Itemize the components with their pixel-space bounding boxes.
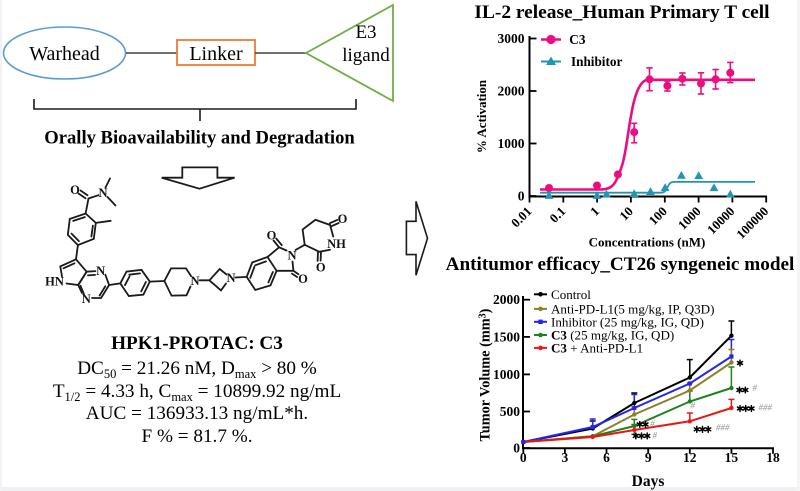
svg-text:Control: Control: [551, 287, 591, 302]
svg-text:#: #: [691, 401, 696, 411]
svg-text:12: 12: [683, 450, 697, 465]
svg-text:Warhead: Warhead: [29, 43, 100, 65]
svg-text:2000: 2000: [498, 84, 525, 99]
svg-text:C3 + Anti-PD-L1: C3 + Anti-PD-L1: [551, 340, 643, 355]
svg-text:Orally Bioavailability and Deg: Orally Bioavailability and Degradation: [44, 128, 355, 149]
svg-text:0: 0: [518, 189, 525, 204]
svg-text:DC50 = 21.26 nM, Dmax > 80 %: DC50 = 21.26 nM, Dmax > 80 %: [77, 358, 317, 381]
svg-text:N: N: [287, 248, 296, 262]
svg-text:O: O: [338, 212, 348, 226]
svg-text:N: N: [190, 274, 199, 288]
svg-text:HN: HN: [45, 274, 64, 288]
svg-text:2000: 2000: [493, 292, 520, 307]
svg-text:IL-2 release_Human Primary T c: IL-2 release_Human Primary T cell: [474, 2, 770, 23]
svg-text:Concentrations (nM): Concentrations (nM): [589, 235, 706, 250]
svg-text:AUC = 136933.13 ng/mL*h.: AUC = 136933.13 ng/mL*h.: [86, 403, 308, 424]
svg-text:C3: C3: [569, 32, 586, 47]
svg-text:3: 3: [562, 450, 569, 465]
svg-text:E3: E3: [355, 22, 376, 43]
svg-text:9: 9: [645, 450, 652, 465]
svg-text:O: O: [298, 272, 308, 286]
svg-text:% Activation: % Activation: [474, 79, 489, 153]
svg-text:N: N: [96, 264, 105, 278]
svg-text:15: 15: [725, 450, 739, 465]
svg-text:3000: 3000: [498, 31, 525, 46]
svg-text:#: #: [653, 431, 658, 441]
svg-text:18: 18: [766, 450, 780, 465]
svg-text:O: O: [70, 183, 80, 197]
svg-text:Days: Days: [632, 473, 665, 490]
svg-text:6: 6: [603, 450, 610, 465]
svg-text:0: 0: [520, 450, 527, 465]
svg-text:1000: 1000: [493, 367, 520, 382]
svg-text:Inhibitor (25 mg/kg, IG, QD): Inhibitor (25 mg/kg, IG, QD): [551, 314, 704, 329]
svg-text:T1/2 = 4.33 h, Cmax = 10899.92: T1/2 = 4.33 h, Cmax = 10899.92 ng/mL: [53, 381, 341, 404]
svg-text:Linker: Linker: [189, 43, 243, 65]
svg-text:#: #: [650, 419, 655, 429]
svg-text:500: 500: [500, 404, 521, 419]
svg-text:Anti-PD-L1(5 mg/kg, IP, Q3D): Anti-PD-L1(5 mg/kg, IP, Q3D): [551, 301, 714, 316]
svg-text:O: O: [267, 228, 277, 242]
svg-text:N: N: [98, 186, 107, 200]
svg-text:ligand: ligand: [342, 45, 390, 66]
svg-text:O: O: [316, 261, 326, 275]
svg-text:Tumor Volume (mm3): Tumor Volume (mm3): [478, 308, 494, 441]
svg-text:###: ###: [759, 403, 773, 413]
svg-text:HPK1-PROTAC: C3: HPK1-PROTAC: C3: [111, 333, 283, 354]
svg-text:Antitumor efficacy_CT26 syngen: Antitumor efficacy_CT26 syngeneic model: [446, 254, 795, 275]
svg-text:C3 (25 mg/kg, IG, QD): C3 (25 mg/kg, IG, QD): [551, 328, 674, 343]
svg-text:N: N: [226, 271, 235, 285]
svg-text:###: ###: [716, 423, 730, 433]
svg-text:1000: 1000: [498, 136, 525, 151]
svg-text:#: #: [753, 383, 758, 393]
svg-text:N: N: [82, 292, 91, 306]
svg-text:NH: NH: [327, 237, 346, 251]
svg-text:0: 0: [513, 441, 520, 456]
svg-text:F % = 81.7 %.: F % = 81.7 %.: [141, 426, 252, 447]
svg-text:Inhibitor: Inhibitor: [571, 54, 622, 69]
svg-text:1500: 1500: [493, 329, 520, 344]
